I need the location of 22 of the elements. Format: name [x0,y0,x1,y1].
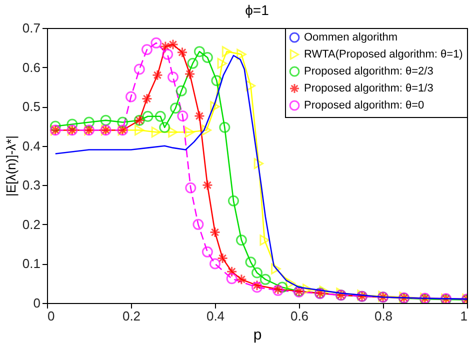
y-tick-label: 0.1 [22,256,40,272]
y-tick-label: 0.5 [22,99,40,114]
legend-label: Proposed algorithm: θ=1/3 [304,82,434,94]
legend-label: Proposed algorithm: θ=0 [304,100,424,112]
y-tick-label: 0.6 [22,60,40,75]
legend-label: RWTA(Proposed algorithm: θ=1) [304,48,463,60]
x-tick-label: 0.6 [290,308,309,324]
legend-label: Oommen algorithm [304,32,398,44]
legend-label: Proposed algorithm: θ=2/3 [304,66,434,78]
y-tick-label: 0.2 [22,216,40,232]
x-tick-label: 0.4 [206,308,225,324]
x-tick-label: 0.8 [374,308,393,324]
x-axis-title: p [253,326,262,344]
y-axis-title: |E[λ(n)]-λ*| [3,136,18,196]
y-tick-label: 0 [33,296,40,310]
y-tick-label: 0.4 [22,138,40,154]
chart-title: ϕ=1 [245,2,270,18]
y-tick-label: 0.7 [22,20,40,36]
y-tick-label: 0.3 [22,178,40,193]
x-tick-label: 0.2 [122,308,141,324]
x-tick-label: 0 [48,308,55,324]
x-tick-label: 1 [460,308,468,324]
